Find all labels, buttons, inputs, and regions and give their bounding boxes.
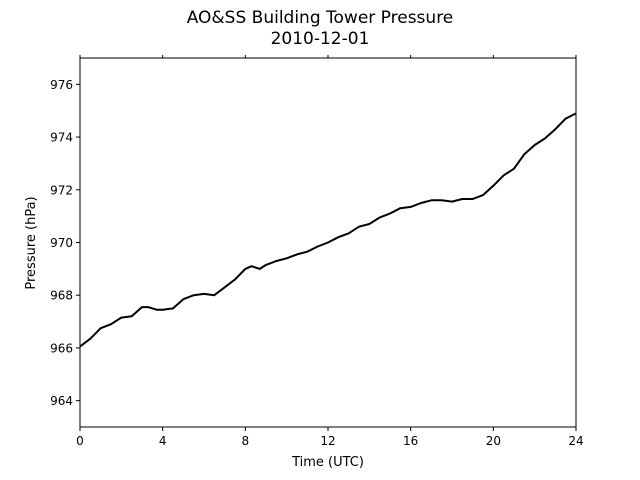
x-tick-label: 20 (486, 434, 501, 448)
chart-title: AO&SS Building Tower Pressure (186, 8, 454, 28)
y-tick-label: 976 (50, 78, 73, 92)
y-tick-label: 972 (50, 183, 73, 197)
x-tick-label: 16 (403, 434, 418, 448)
y-tick-label: 968 (50, 289, 73, 303)
x-axis-label: Time (UTC) (291, 455, 364, 470)
x-tick-label: 12 (320, 434, 335, 448)
x-tick-label: 24 (568, 434, 583, 448)
x-tick-label: 8 (242, 434, 250, 448)
y-tick-label: 974 (50, 131, 73, 145)
y-axis-label: Pressure (hPa) (24, 196, 39, 289)
pressure-series-line (79, 112, 577, 348)
x-tick-label: 4 (159, 434, 167, 448)
chart-subtitle: 2010-12-01 (270, 29, 370, 49)
x-tick-label: 0 (76, 434, 84, 448)
y-tick-label: 970 (50, 236, 73, 250)
y-tick-label: 966 (50, 341, 73, 355)
y-tick-label: 964 (50, 394, 73, 408)
